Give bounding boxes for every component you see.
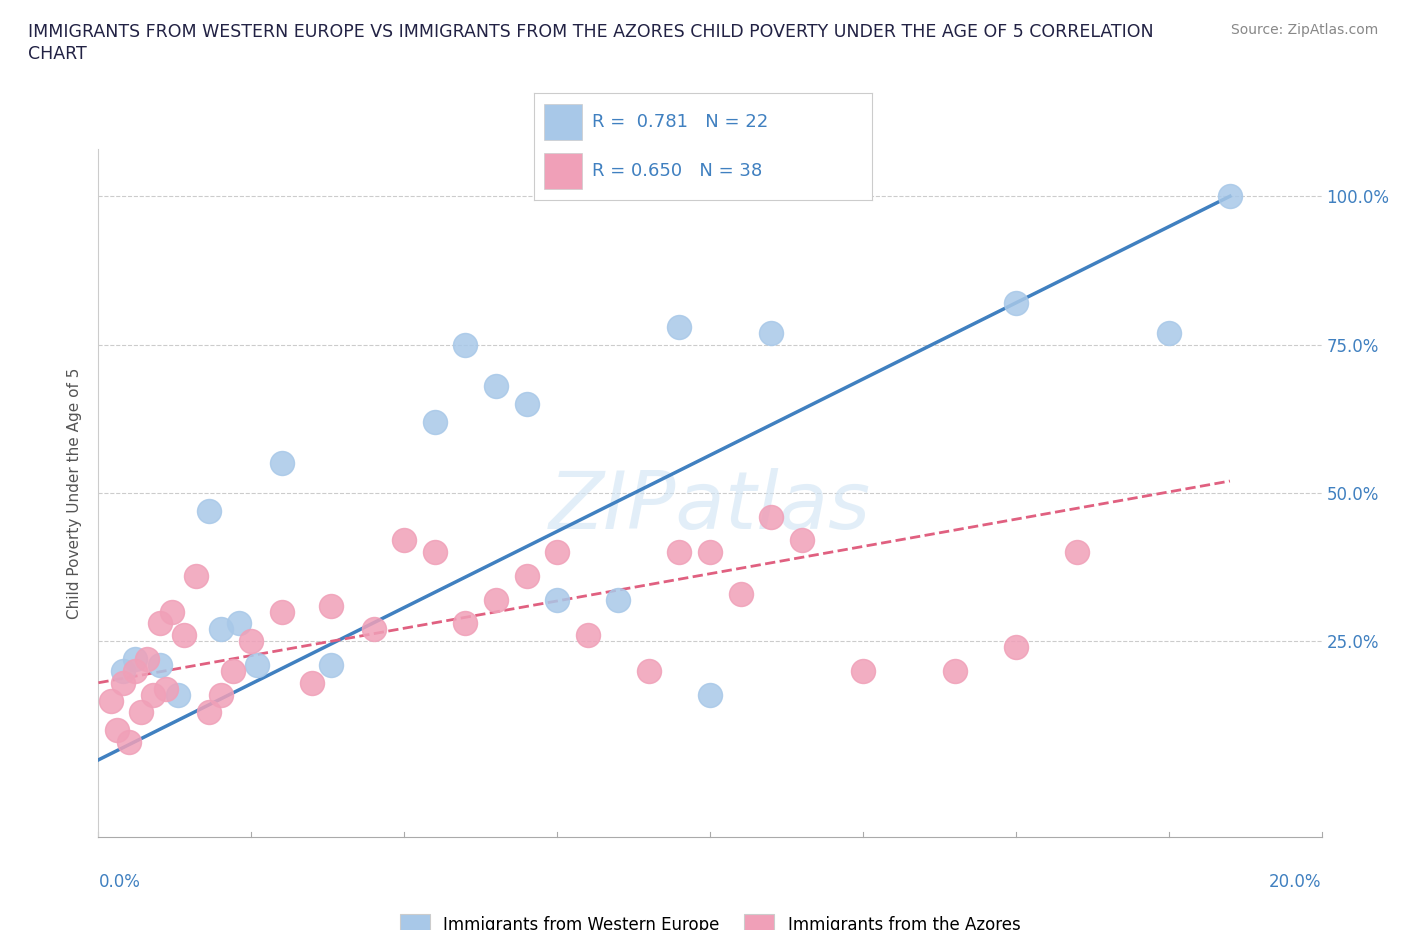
Point (246, 658, 269, 672)
Text: 20.0%: 20.0% (1270, 872, 1322, 891)
Point (699, 687, 721, 702)
Text: R = 0.650   N = 38: R = 0.650 N = 38 (592, 162, 762, 180)
Point (222, 663, 245, 678)
Point (392, 533, 416, 548)
Point (761, 326, 783, 340)
Point (124, 652, 146, 667)
Point (155, 682, 177, 697)
Point (730, 586, 752, 601)
Point (124, 663, 146, 678)
Point (100, 693, 122, 708)
Point (111, 663, 134, 678)
Text: CHART: CHART (28, 45, 87, 62)
Point (228, 616, 250, 631)
Point (118, 735, 141, 750)
Point (129, 705, 152, 720)
Bar (544, 104, 582, 140)
Point (423, 545, 446, 560)
Point (943, 663, 966, 678)
Point (173, 628, 195, 643)
Point (516, 396, 538, 411)
Point (668, 319, 690, 334)
Point (576, 628, 599, 643)
Point (1004, 296, 1026, 311)
Point (852, 663, 875, 678)
Text: 0.0%: 0.0% (98, 872, 141, 891)
Point (149, 616, 172, 631)
Point (454, 338, 477, 352)
Text: ZIPatlas: ZIPatlas (548, 468, 872, 546)
Point (668, 545, 690, 560)
Point (423, 414, 446, 429)
Point (607, 592, 630, 607)
Point (546, 592, 568, 607)
Point (485, 379, 508, 393)
Point (149, 658, 172, 672)
Text: IMMIGRANTS FROM WESTERN EUROPE VS IMMIGRANTS FROM THE AZORES CHILD POVERTY UNDER: IMMIGRANTS FROM WESTERN EUROPE VS IMMIGR… (28, 23, 1154, 41)
Point (1157, 326, 1180, 340)
Point (197, 705, 219, 720)
Y-axis label: Child Poverty Under the Age of 5: Child Poverty Under the Age of 5 (67, 367, 83, 618)
Point (546, 545, 568, 560)
Text: Source: ZipAtlas.com: Source: ZipAtlas.com (1230, 23, 1378, 37)
Point (160, 604, 183, 619)
Point (209, 687, 232, 702)
Point (454, 616, 477, 631)
Point (301, 675, 323, 690)
Point (516, 568, 538, 583)
Point (790, 533, 813, 548)
Point (699, 545, 721, 560)
Point (319, 658, 342, 672)
Point (105, 723, 128, 737)
Text: R =  0.781   N = 22: R = 0.781 N = 22 (592, 113, 768, 131)
Point (270, 604, 294, 619)
Point (485, 592, 508, 607)
Point (197, 503, 219, 518)
Point (136, 652, 159, 667)
Point (167, 687, 190, 702)
Point (240, 633, 263, 648)
Point (1219, 189, 1241, 204)
Point (209, 622, 232, 637)
Point (186, 568, 208, 583)
Point (111, 675, 134, 690)
Point (1066, 545, 1088, 560)
Point (319, 598, 342, 613)
Point (142, 687, 165, 702)
Point (638, 663, 661, 678)
Legend: Immigrants from Western Europe, Immigrants from the Azores: Immigrants from Western Europe, Immigran… (392, 908, 1028, 930)
Point (761, 510, 783, 525)
Bar (544, 153, 582, 190)
Point (363, 622, 385, 637)
Point (270, 456, 294, 471)
Point (1004, 640, 1026, 655)
